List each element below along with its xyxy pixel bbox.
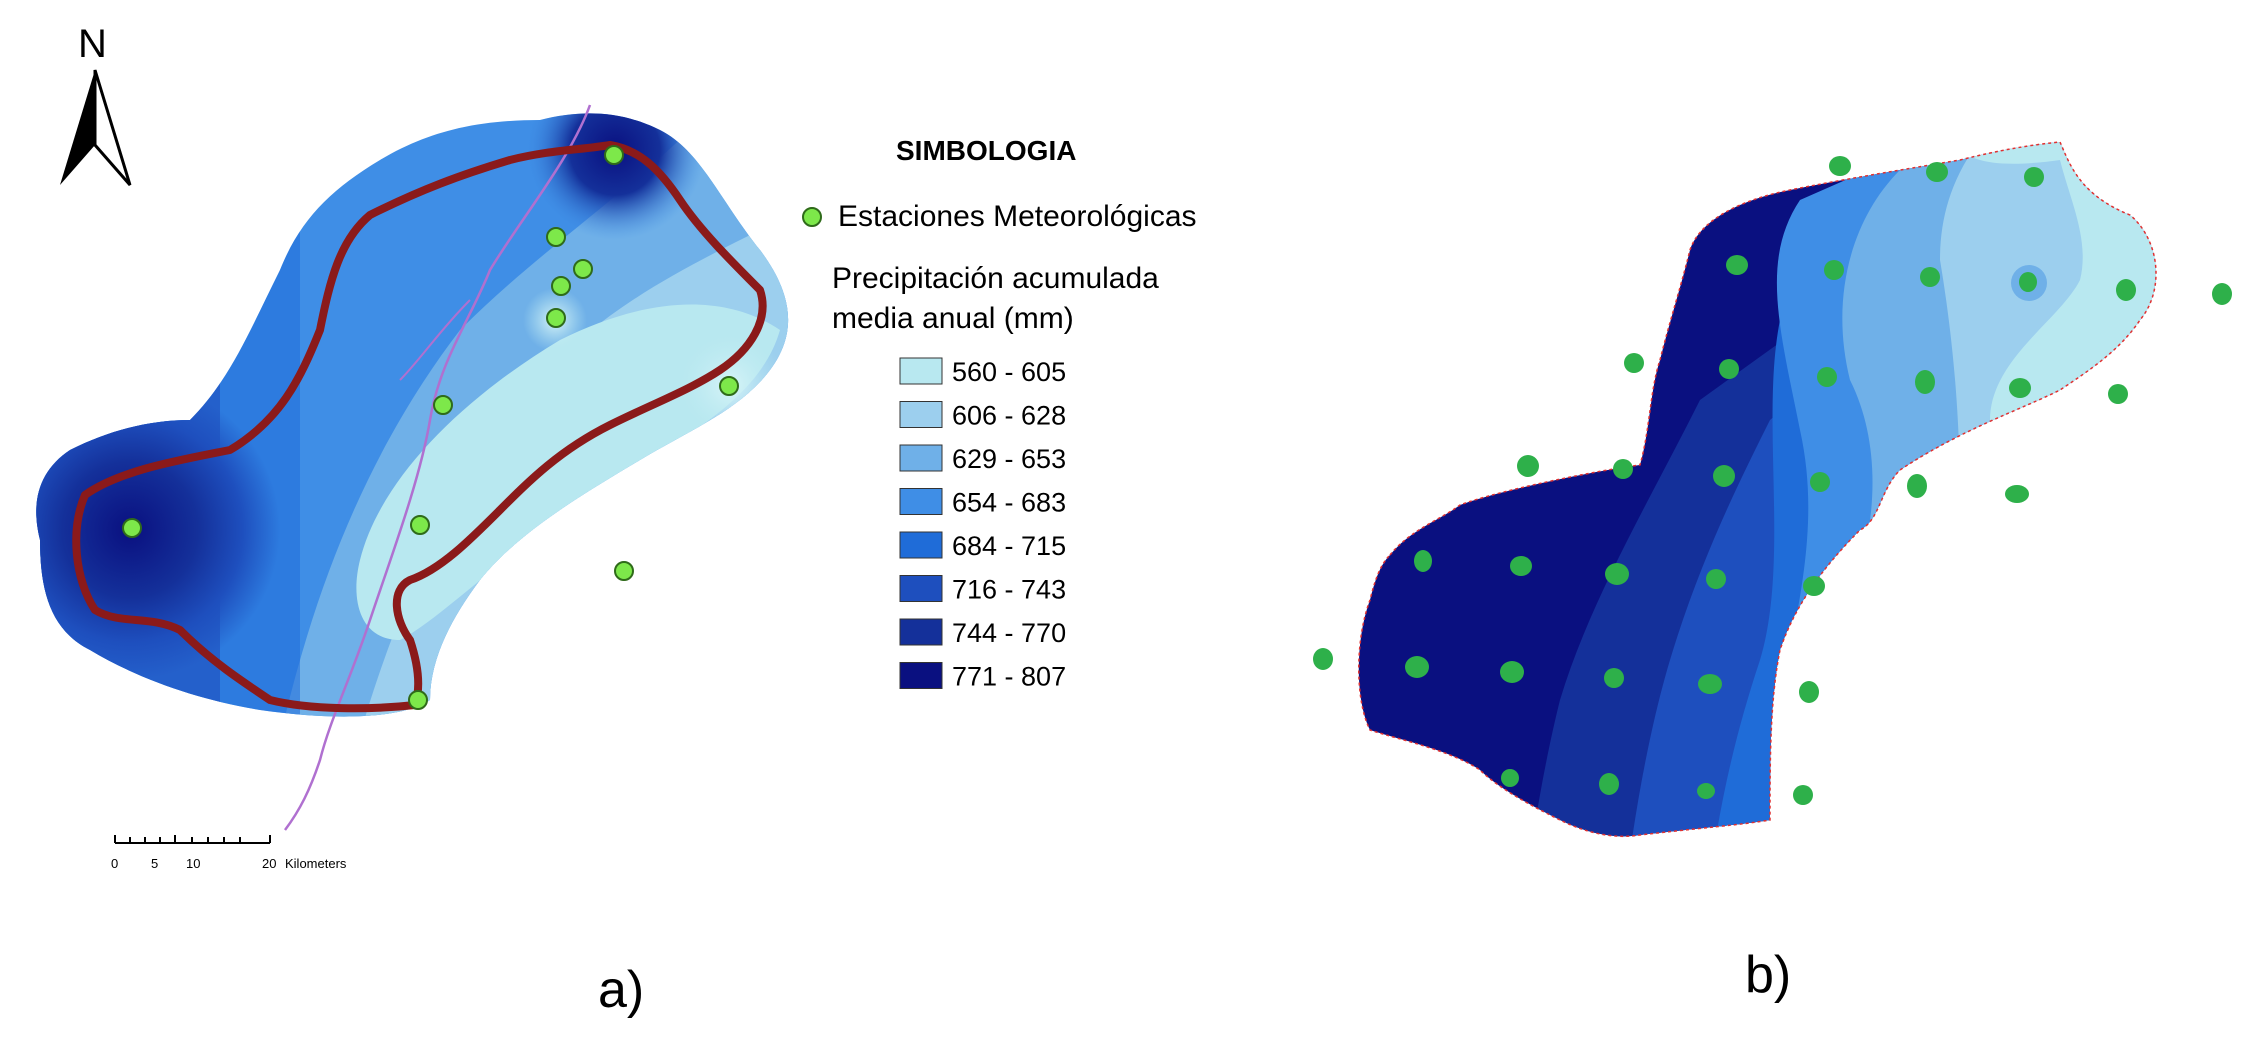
scale-tick-label: 5	[151, 856, 158, 871]
station-point[interactable]	[433, 395, 453, 415]
station-point[interactable]	[1501, 769, 1519, 787]
weather-stations-b	[1313, 156, 2232, 805]
legend-stations-label: Estaciones Meteorológicas	[838, 200, 1197, 233]
map-a-svg: N 0 5 10 20 Kilometers SIMBOLOGIA Estaci…	[36, 22, 1197, 871]
station-point[interactable]	[1510, 556, 1532, 576]
scale-units: Kilometers	[285, 856, 347, 871]
station-point[interactable]	[546, 308, 566, 328]
station-point[interactable]	[408, 690, 428, 710]
legend-title: SIMBOLOGIA	[896, 135, 1076, 166]
legend-swatch	[899, 618, 943, 646]
panel-label-b: b)	[1745, 946, 1792, 1004]
station-point[interactable]	[604, 145, 624, 165]
legend-swatch	[899, 531, 943, 559]
legend-swatch	[899, 401, 943, 428]
station-point[interactable]	[1698, 674, 1722, 694]
station-point[interactable]	[1817, 367, 1837, 387]
legend-ramp-title-2: media anual (mm)	[832, 302, 1074, 335]
station-point[interactable]	[573, 259, 593, 279]
station-point[interactable]	[1824, 260, 1844, 280]
station-point[interactable]	[2024, 167, 2044, 187]
station-point[interactable]	[1313, 648, 1333, 670]
river-line	[283, 104, 592, 831]
legend-class-label: 629 - 653	[952, 444, 1066, 474]
station-point[interactable]	[614, 561, 634, 581]
legend-class-label: 654 - 683	[952, 488, 1066, 518]
station-point[interactable]	[546, 227, 566, 247]
legend-swatch	[899, 575, 943, 602]
station-point[interactable]	[1706, 569, 1726, 589]
legend-swatch	[899, 357, 943, 385]
station-point[interactable]	[1829, 156, 1851, 176]
station-point[interactable]	[1793, 785, 1813, 805]
station-point[interactable]	[1915, 370, 1935, 394]
legend-class-label: 744 - 770	[952, 618, 1066, 648]
station-point[interactable]	[1517, 455, 1539, 477]
station-point[interactable]	[1799, 681, 1819, 703]
boundary-outline-b	[1358, 141, 2157, 838]
legend-class-list: 560 - 605 606 - 628 629 - 653 654 - 683 684 …	[899, 357, 1066, 692]
precipitation-surface-a	[36, 113, 789, 717]
station-point[interactable]	[1907, 474, 1927, 498]
station-point[interactable]	[1726, 255, 1748, 275]
panel-label-a: a)	[598, 961, 645, 1019]
station-point[interactable]	[122, 518, 142, 538]
legend-class-label: 606 - 628	[952, 401, 1066, 431]
station-point[interactable]	[2116, 279, 2136, 301]
station-point[interactable]	[410, 515, 430, 535]
map-b-svg	[1313, 141, 2232, 838]
north-label: N	[78, 22, 107, 66]
legend-ramp-title-1: Precipitación acumulada	[832, 262, 1159, 295]
north-arrow-icon	[60, 69, 132, 186]
legend-swatch	[899, 662, 943, 689]
station-point[interactable]	[2019, 272, 2037, 292]
legend-class-label: 684 - 715	[952, 531, 1066, 561]
station-point[interactable]	[1599, 773, 1619, 795]
station-point[interactable]	[1613, 459, 1633, 479]
station-point[interactable]	[2005, 485, 2029, 503]
legend-swatch	[899, 488, 943, 515]
station-point[interactable]	[1405, 656, 1429, 678]
station-point[interactable]	[2108, 384, 2128, 404]
map-panel-b	[1260, 0, 2255, 1045]
station-point[interactable]	[2212, 283, 2232, 305]
scale-bar-labels: 0 5 10 20 Kilometers	[111, 856, 347, 871]
station-point[interactable]	[1719, 359, 1739, 379]
station-point[interactable]	[1926, 162, 1948, 182]
legend: SIMBOLOGIA Estaciones Meteorológicas Pre…	[802, 135, 1197, 692]
station-point[interactable]	[1810, 472, 1830, 492]
scale-tick-label: 0	[111, 856, 118, 871]
map-panel-a: N 0 5 10 20 Kilometers SIMBOLOGIA Estaci…	[36, 22, 1197, 871]
weather-stations-a	[122, 145, 739, 710]
north-arrow: N	[60, 22, 132, 186]
station-point[interactable]	[1713, 465, 1735, 487]
station-point[interactable]	[1697, 783, 1715, 799]
legend-swatch	[899, 444, 943, 472]
station-point[interactable]	[1500, 661, 1524, 683]
precipitation-surface-b	[1358, 142, 2157, 837]
scale-tick-label: 10	[186, 856, 200, 871]
legend-class-label: 560 - 605	[952, 357, 1066, 387]
station-point[interactable]	[551, 276, 571, 296]
station-point[interactable]	[2009, 378, 2031, 398]
legend-class-label: 771 - 807	[952, 662, 1066, 692]
station-point[interactable]	[1605, 563, 1629, 585]
station-point[interactable]	[1920, 267, 1940, 287]
basin-outline	[72, 141, 767, 713]
scale-tick-label: 20	[262, 856, 276, 871]
station-point[interactable]	[719, 376, 739, 396]
station-point[interactable]	[1624, 353, 1644, 373]
station-point[interactable]	[1604, 668, 1624, 688]
legend-class-label: 716 - 743	[952, 575, 1066, 605]
station-legend-icon	[802, 207, 822, 227]
station-point[interactable]	[1414, 550, 1432, 572]
station-point[interactable]	[1803, 576, 1825, 596]
scale-bar	[114, 835, 271, 844]
